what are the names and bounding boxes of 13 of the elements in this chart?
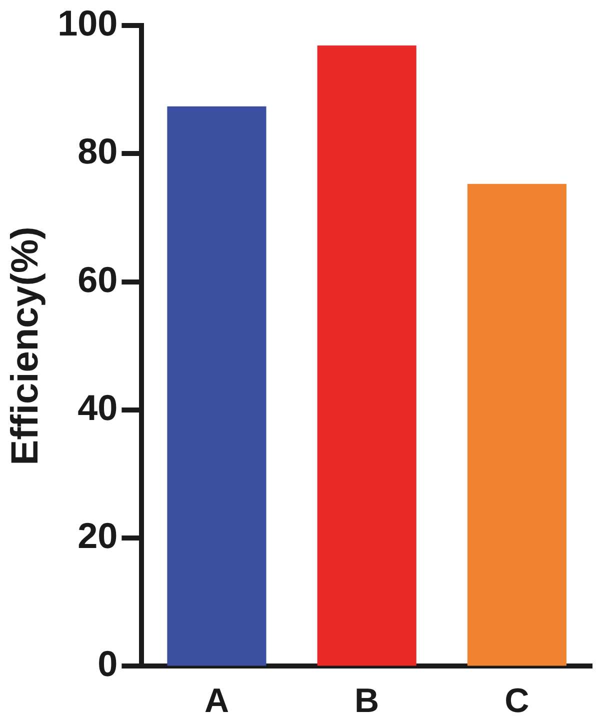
x-tick-label: C bbox=[504, 682, 530, 720]
y-tick-label: 0 bbox=[98, 643, 118, 684]
y-tick-label: 80 bbox=[78, 130, 118, 172]
x-tick-label: A bbox=[204, 682, 229, 720]
bar bbox=[467, 184, 566, 666]
y-tick-label: 60 bbox=[78, 258, 118, 300]
y-tick-label: 100 bbox=[58, 2, 118, 44]
x-tick-label: B bbox=[354, 682, 380, 720]
y-axis-title: Efficiency(%) bbox=[4, 226, 46, 466]
y-tick-label: 40 bbox=[78, 386, 118, 428]
bar bbox=[167, 106, 266, 666]
y-tick-label: 20 bbox=[78, 515, 118, 556]
bar bbox=[317, 45, 416, 666]
